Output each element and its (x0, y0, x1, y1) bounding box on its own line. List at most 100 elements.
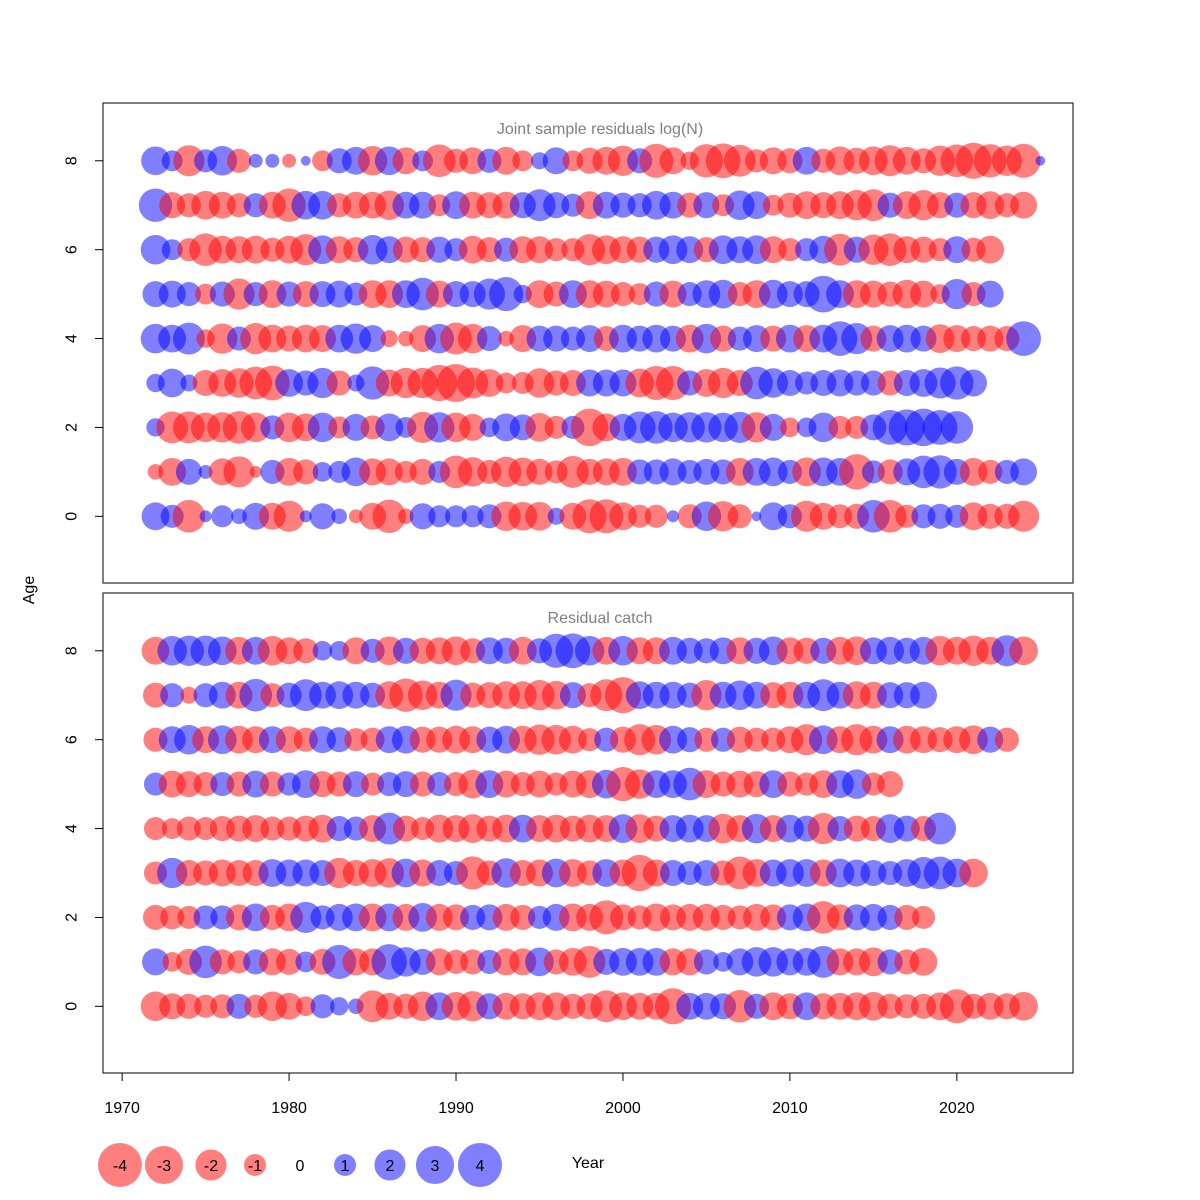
residual-bubble (910, 280, 937, 308)
residual-bubble (142, 904, 169, 930)
residual-bubble (710, 325, 737, 352)
residual-bubble (199, 510, 212, 523)
axes-layer: 0 2 4 6 8 0 2 4 6 8 1970 1980 1990 2000 2010 2020 (64, 156, 975, 1117)
residual-bubble (1006, 143, 1041, 178)
residual-bubble (276, 948, 303, 975)
residual-bubble (326, 727, 352, 753)
residual-bubble (348, 509, 363, 524)
residual-bubble (542, 147, 570, 175)
residual-bubble (476, 237, 502, 263)
residual-bubble (828, 415, 852, 439)
residual-bubble (409, 503, 436, 530)
legend-bubble (415, 1145, 455, 1185)
y-tick-label: 2 (64, 423, 81, 432)
legend-bubble (98, 1143, 142, 1187)
residual-bubble (559, 682, 586, 709)
residual-bubble (877, 993, 903, 1019)
residual-bubble (927, 503, 953, 529)
residual-bubble (1010, 191, 1038, 219)
residual-bubble (459, 413, 487, 441)
residual-bubble (409, 458, 436, 485)
y-tick-label: 6 (64, 735, 81, 744)
residual-bubble (325, 280, 353, 308)
residual-bubble (194, 994, 218, 1018)
residual-bubble (759, 413, 787, 441)
residual-bubble (693, 949, 719, 975)
residual-bubble (666, 510, 680, 523)
legend-label: 4 (476, 1158, 485, 1175)
residual-bubble (910, 236, 937, 263)
residual-bubble (489, 277, 524, 312)
y-tick-label: 0 (64, 1002, 81, 1011)
x-tick-label: 1990 (438, 1100, 474, 1117)
residual-bubble (293, 459, 319, 485)
residual-bubble (410, 771, 436, 797)
x-tick-label: 2000 (605, 1100, 641, 1117)
residual-bubble (723, 144, 756, 177)
residual-bubble (380, 330, 398, 348)
residual-bubble (960, 369, 987, 397)
residual-bubble (911, 905, 936, 929)
residual-bubble (176, 816, 201, 841)
residual-bubble (160, 683, 185, 708)
residual-bubble (512, 150, 534, 172)
residual-bubble (375, 458, 403, 486)
residual-bubble (475, 369, 504, 397)
residual-bubble (994, 727, 1019, 752)
residual-bubble (609, 904, 637, 931)
residual-bubble (776, 369, 803, 397)
residual-bubble (177, 905, 201, 929)
residual-bubble (544, 238, 568, 262)
residual-bubble (426, 236, 453, 263)
residual-bubble (344, 728, 368, 752)
residual-bubble (282, 153, 297, 168)
y-tick-label: 8 (64, 646, 81, 655)
residual-bubble (877, 771, 904, 798)
residual-bubble (359, 325, 387, 353)
residual-bubble (226, 993, 252, 1019)
residual-bubble (976, 280, 1004, 308)
residual-bubble (140, 234, 171, 265)
residual-bubble (977, 726, 1004, 753)
residual-bubble (428, 505, 451, 528)
residual-bubble (180, 686, 198, 704)
residual-bubble (525, 501, 554, 531)
residual-bubble (143, 817, 168, 841)
residual-bubble (300, 155, 311, 166)
residual-bubble (209, 949, 235, 975)
legend-label: 0 (296, 1158, 305, 1175)
residual-bubble (398, 508, 414, 525)
residual-bubble (392, 815, 419, 842)
residual-bubble (372, 499, 406, 533)
panel-title-residual-catch: Residual catch (548, 610, 653, 627)
residual-bubble (259, 771, 285, 797)
residual-bubble (326, 370, 352, 396)
residual-bubble (609, 502, 637, 531)
residual-bubble (873, 499, 907, 533)
residual-bubble (160, 905, 185, 930)
x-tick-label: 2010 (772, 1100, 808, 1117)
residual-bubble (427, 772, 452, 797)
residual-bubble (361, 772, 385, 796)
residual-bubble (1009, 991, 1038, 1021)
residual-bubble (226, 193, 252, 218)
legend-bubble (144, 1145, 184, 1185)
residual-bubble (445, 505, 467, 528)
residual-bubble (838, 454, 875, 490)
y-tick-label: 0 (64, 512, 81, 521)
residual-bubble (312, 462, 333, 482)
residual-bubble (610, 192, 636, 218)
residual-bubble (326, 816, 352, 842)
residual-bubble (780, 417, 800, 438)
residual-bubble (461, 505, 484, 528)
legend-label: 2 (386, 1158, 395, 1175)
residual-bubble (644, 504, 668, 528)
residual-bubble (392, 147, 420, 175)
residual-bubble (330, 997, 349, 1016)
residual-bubble (223, 456, 255, 488)
residual-bubble (249, 465, 262, 478)
residual-bubble (1006, 321, 1041, 356)
residual-bubble (1009, 636, 1038, 666)
residual-bubble (198, 464, 213, 479)
